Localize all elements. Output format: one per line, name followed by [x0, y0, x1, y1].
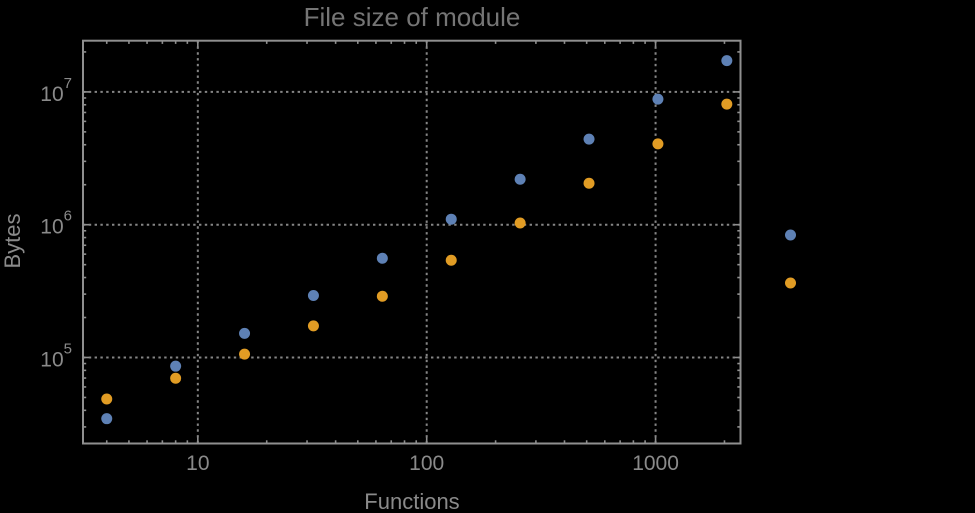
data-point-series-2-orange [239, 348, 251, 360]
data-point-series-1-blue [376, 252, 388, 264]
y-tick-exponent: 7 [64, 75, 72, 92]
data-point-series-2-orange [101, 393, 113, 405]
data-point-series-1-blue [307, 289, 319, 301]
data-point-series-2-orange [445, 254, 457, 266]
x-axis-label: Functions [364, 489, 460, 513]
data-point-series-1-blue [239, 327, 251, 339]
data-point-series-1-blue [170, 360, 182, 372]
data-point-series-2-orange [721, 98, 733, 110]
data-point-series-2-orange [376, 290, 388, 302]
y-tick-exponent: 6 [64, 208, 72, 225]
data-point-series-2-orange [583, 177, 595, 189]
data-point-series-2-orange [170, 372, 182, 384]
plot-title: File size of module [303, 2, 521, 32]
y-tick-label-10e7: 107 [40, 75, 72, 106]
data-point-series-1-blue [514, 173, 526, 185]
x-tick-label-100: 100 [409, 452, 444, 475]
data-point-series-1-blue [721, 55, 733, 67]
y-tick-exponent: 5 [64, 340, 72, 357]
plot-frame [82, 39, 742, 445]
data-point-series-2-orange [652, 138, 664, 150]
legend-marker-series-2-orange [785, 277, 796, 289]
legend-marker-series-1-blue [785, 229, 796, 241]
data-point-series-1-blue [652, 93, 664, 105]
data-point-series-1-blue [101, 413, 113, 425]
data-point-series-1-blue [445, 213, 457, 225]
y-tick-label-10e6: 106 [40, 208, 72, 239]
data-point-series-2-orange [307, 320, 319, 332]
data-point-series-2-orange [514, 217, 526, 229]
y-tick-label-10e5: 105 [40, 340, 72, 371]
data-point-series-1-blue [583, 133, 595, 145]
x-tick-label-1000: 1000 [632, 452, 679, 475]
x-tick-label-10: 10 [186, 452, 209, 475]
